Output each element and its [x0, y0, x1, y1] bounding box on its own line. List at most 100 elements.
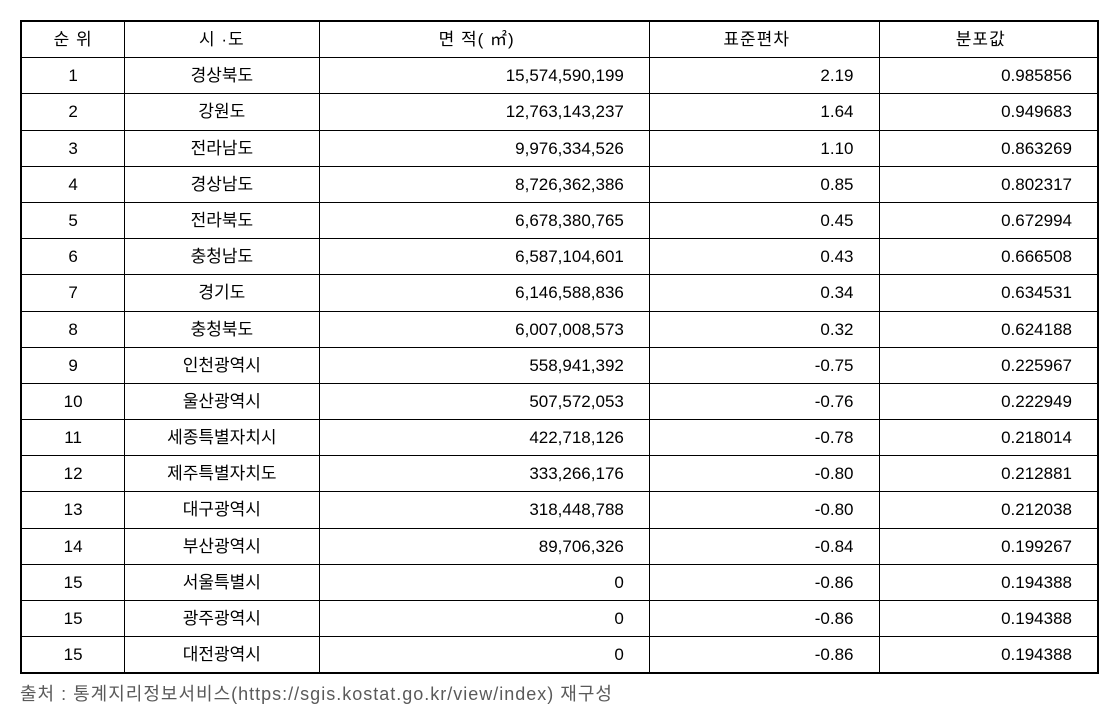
table-row: 15광주광역시0-0.860.194388: [21, 601, 1098, 637]
cell-region: 경상북도: [125, 58, 319, 94]
cell-rank: 10: [21, 383, 125, 419]
table-row: 2강원도12,763,143,2371.640.949683: [21, 94, 1098, 130]
table-body: 1경상북도15,574,590,1992.190.9858562강원도12,76…: [21, 58, 1098, 674]
cell-std: 0.85: [649, 166, 879, 202]
cell-dist: 0.194388: [879, 601, 1098, 637]
source-note: 출처 : 통계지리정보서비스(https://sgis.kostat.go.kr…: [20, 680, 1099, 706]
data-table: 순 위 시 ·도 면 적( ㎡) 표준편차 분포값 1경상북도15,574,59…: [20, 20, 1099, 674]
cell-std: 0.45: [649, 202, 879, 238]
table-row: 10울산광역시507,572,053-0.760.222949: [21, 383, 1098, 419]
table-row: 12제주특별자치도333,266,176-0.800.212881: [21, 456, 1098, 492]
table-row: 7경기도6,146,588,8360.340.634531: [21, 275, 1098, 311]
cell-std: 0.32: [649, 311, 879, 347]
table-head: 순 위 시 ·도 면 적( ㎡) 표준편차 분포값: [21, 21, 1098, 58]
cell-region: 제주특별자치도: [125, 456, 319, 492]
cell-rank: 11: [21, 420, 125, 456]
cell-region: 울산광역시: [125, 383, 319, 419]
cell-area: 333,266,176: [319, 456, 649, 492]
table-row: 15대전광역시0-0.860.194388: [21, 637, 1098, 674]
cell-region: 부산광역시: [125, 528, 319, 564]
cell-area: 318,448,788: [319, 492, 649, 528]
cell-std: -0.75: [649, 347, 879, 383]
col-header-std: 표준편차: [649, 21, 879, 58]
cell-rank: 3: [21, 130, 125, 166]
table-wrapper: 순 위 시 ·도 면 적( ㎡) 표준편차 분포값 1경상북도15,574,59…: [20, 20, 1099, 706]
cell-std: -0.84: [649, 528, 879, 564]
cell-rank: 15: [21, 637, 125, 674]
cell-rank: 5: [21, 202, 125, 238]
cell-dist: 0.634531: [879, 275, 1098, 311]
cell-region: 경상남도: [125, 166, 319, 202]
cell-region: 광주광역시: [125, 601, 319, 637]
cell-area: 15,574,590,199: [319, 58, 649, 94]
cell-region: 대전광역시: [125, 637, 319, 674]
cell-area: 12,763,143,237: [319, 94, 649, 130]
cell-rank: 13: [21, 492, 125, 528]
cell-rank: 9: [21, 347, 125, 383]
cell-area: 558,941,392: [319, 347, 649, 383]
table-row: 11세종특별자치시422,718,126-0.780.218014: [21, 420, 1098, 456]
cell-std: -0.80: [649, 492, 879, 528]
cell-dist: 0.863269: [879, 130, 1098, 166]
cell-dist: 0.624188: [879, 311, 1098, 347]
cell-dist: 0.218014: [879, 420, 1098, 456]
cell-dist: 0.194388: [879, 564, 1098, 600]
table-row: 3전라남도9,976,334,5261.100.863269: [21, 130, 1098, 166]
cell-std: 1.10: [649, 130, 879, 166]
cell-dist: 0.222949: [879, 383, 1098, 419]
table-row: 15서울특별시0-0.860.194388: [21, 564, 1098, 600]
cell-region: 강원도: [125, 94, 319, 130]
table-row: 13대구광역시318,448,788-0.800.212038: [21, 492, 1098, 528]
cell-area: 6,007,008,573: [319, 311, 649, 347]
col-header-rank: 순 위: [21, 21, 125, 58]
cell-region: 경기도: [125, 275, 319, 311]
cell-region: 충청북도: [125, 311, 319, 347]
table-row: 14부산광역시89,706,326-0.840.199267: [21, 528, 1098, 564]
table-row: 1경상북도15,574,590,1992.190.985856: [21, 58, 1098, 94]
col-header-region: 시 ·도: [125, 21, 319, 58]
cell-dist: 0.985856: [879, 58, 1098, 94]
cell-region: 대구광역시: [125, 492, 319, 528]
cell-dist: 0.802317: [879, 166, 1098, 202]
cell-rank: 6: [21, 239, 125, 275]
cell-std: 0.43: [649, 239, 879, 275]
cell-area: 6,678,380,765: [319, 202, 649, 238]
cell-dist: 0.666508: [879, 239, 1098, 275]
cell-rank: 12: [21, 456, 125, 492]
table-row: 6충청남도6,587,104,6010.430.666508: [21, 239, 1098, 275]
col-header-dist: 분포값: [879, 21, 1098, 58]
cell-dist: 0.212881: [879, 456, 1098, 492]
cell-area: 0: [319, 637, 649, 674]
header-row: 순 위 시 ·도 면 적( ㎡) 표준편차 분포값: [21, 21, 1098, 58]
cell-region: 인천광역시: [125, 347, 319, 383]
cell-std: -0.76: [649, 383, 879, 419]
cell-std: -0.80: [649, 456, 879, 492]
cell-rank: 4: [21, 166, 125, 202]
cell-area: 0: [319, 564, 649, 600]
cell-area: 0: [319, 601, 649, 637]
cell-region: 세종특별자치시: [125, 420, 319, 456]
cell-std: -0.78: [649, 420, 879, 456]
cell-rank: 1: [21, 58, 125, 94]
cell-rank: 14: [21, 528, 125, 564]
cell-area: 6,146,588,836: [319, 275, 649, 311]
table-row: 8충청북도6,007,008,5730.320.624188: [21, 311, 1098, 347]
cell-region: 전라남도: [125, 130, 319, 166]
cell-std: 1.64: [649, 94, 879, 130]
cell-area: 9,976,334,526: [319, 130, 649, 166]
table-row: 4경상남도8,726,362,3860.850.802317: [21, 166, 1098, 202]
cell-dist: 0.199267: [879, 528, 1098, 564]
cell-area: 8,726,362,386: [319, 166, 649, 202]
cell-dist: 0.672994: [879, 202, 1098, 238]
table-row: 9인천광역시558,941,392-0.750.225967: [21, 347, 1098, 383]
cell-std: 2.19: [649, 58, 879, 94]
cell-region: 충청남도: [125, 239, 319, 275]
cell-rank: 2: [21, 94, 125, 130]
table-row: 5전라북도6,678,380,7650.450.672994: [21, 202, 1098, 238]
cell-area: 507,572,053: [319, 383, 649, 419]
cell-area: 422,718,126: [319, 420, 649, 456]
cell-rank: 15: [21, 601, 125, 637]
cell-dist: 0.949683: [879, 94, 1098, 130]
cell-std: -0.86: [649, 564, 879, 600]
cell-std: -0.86: [649, 637, 879, 674]
